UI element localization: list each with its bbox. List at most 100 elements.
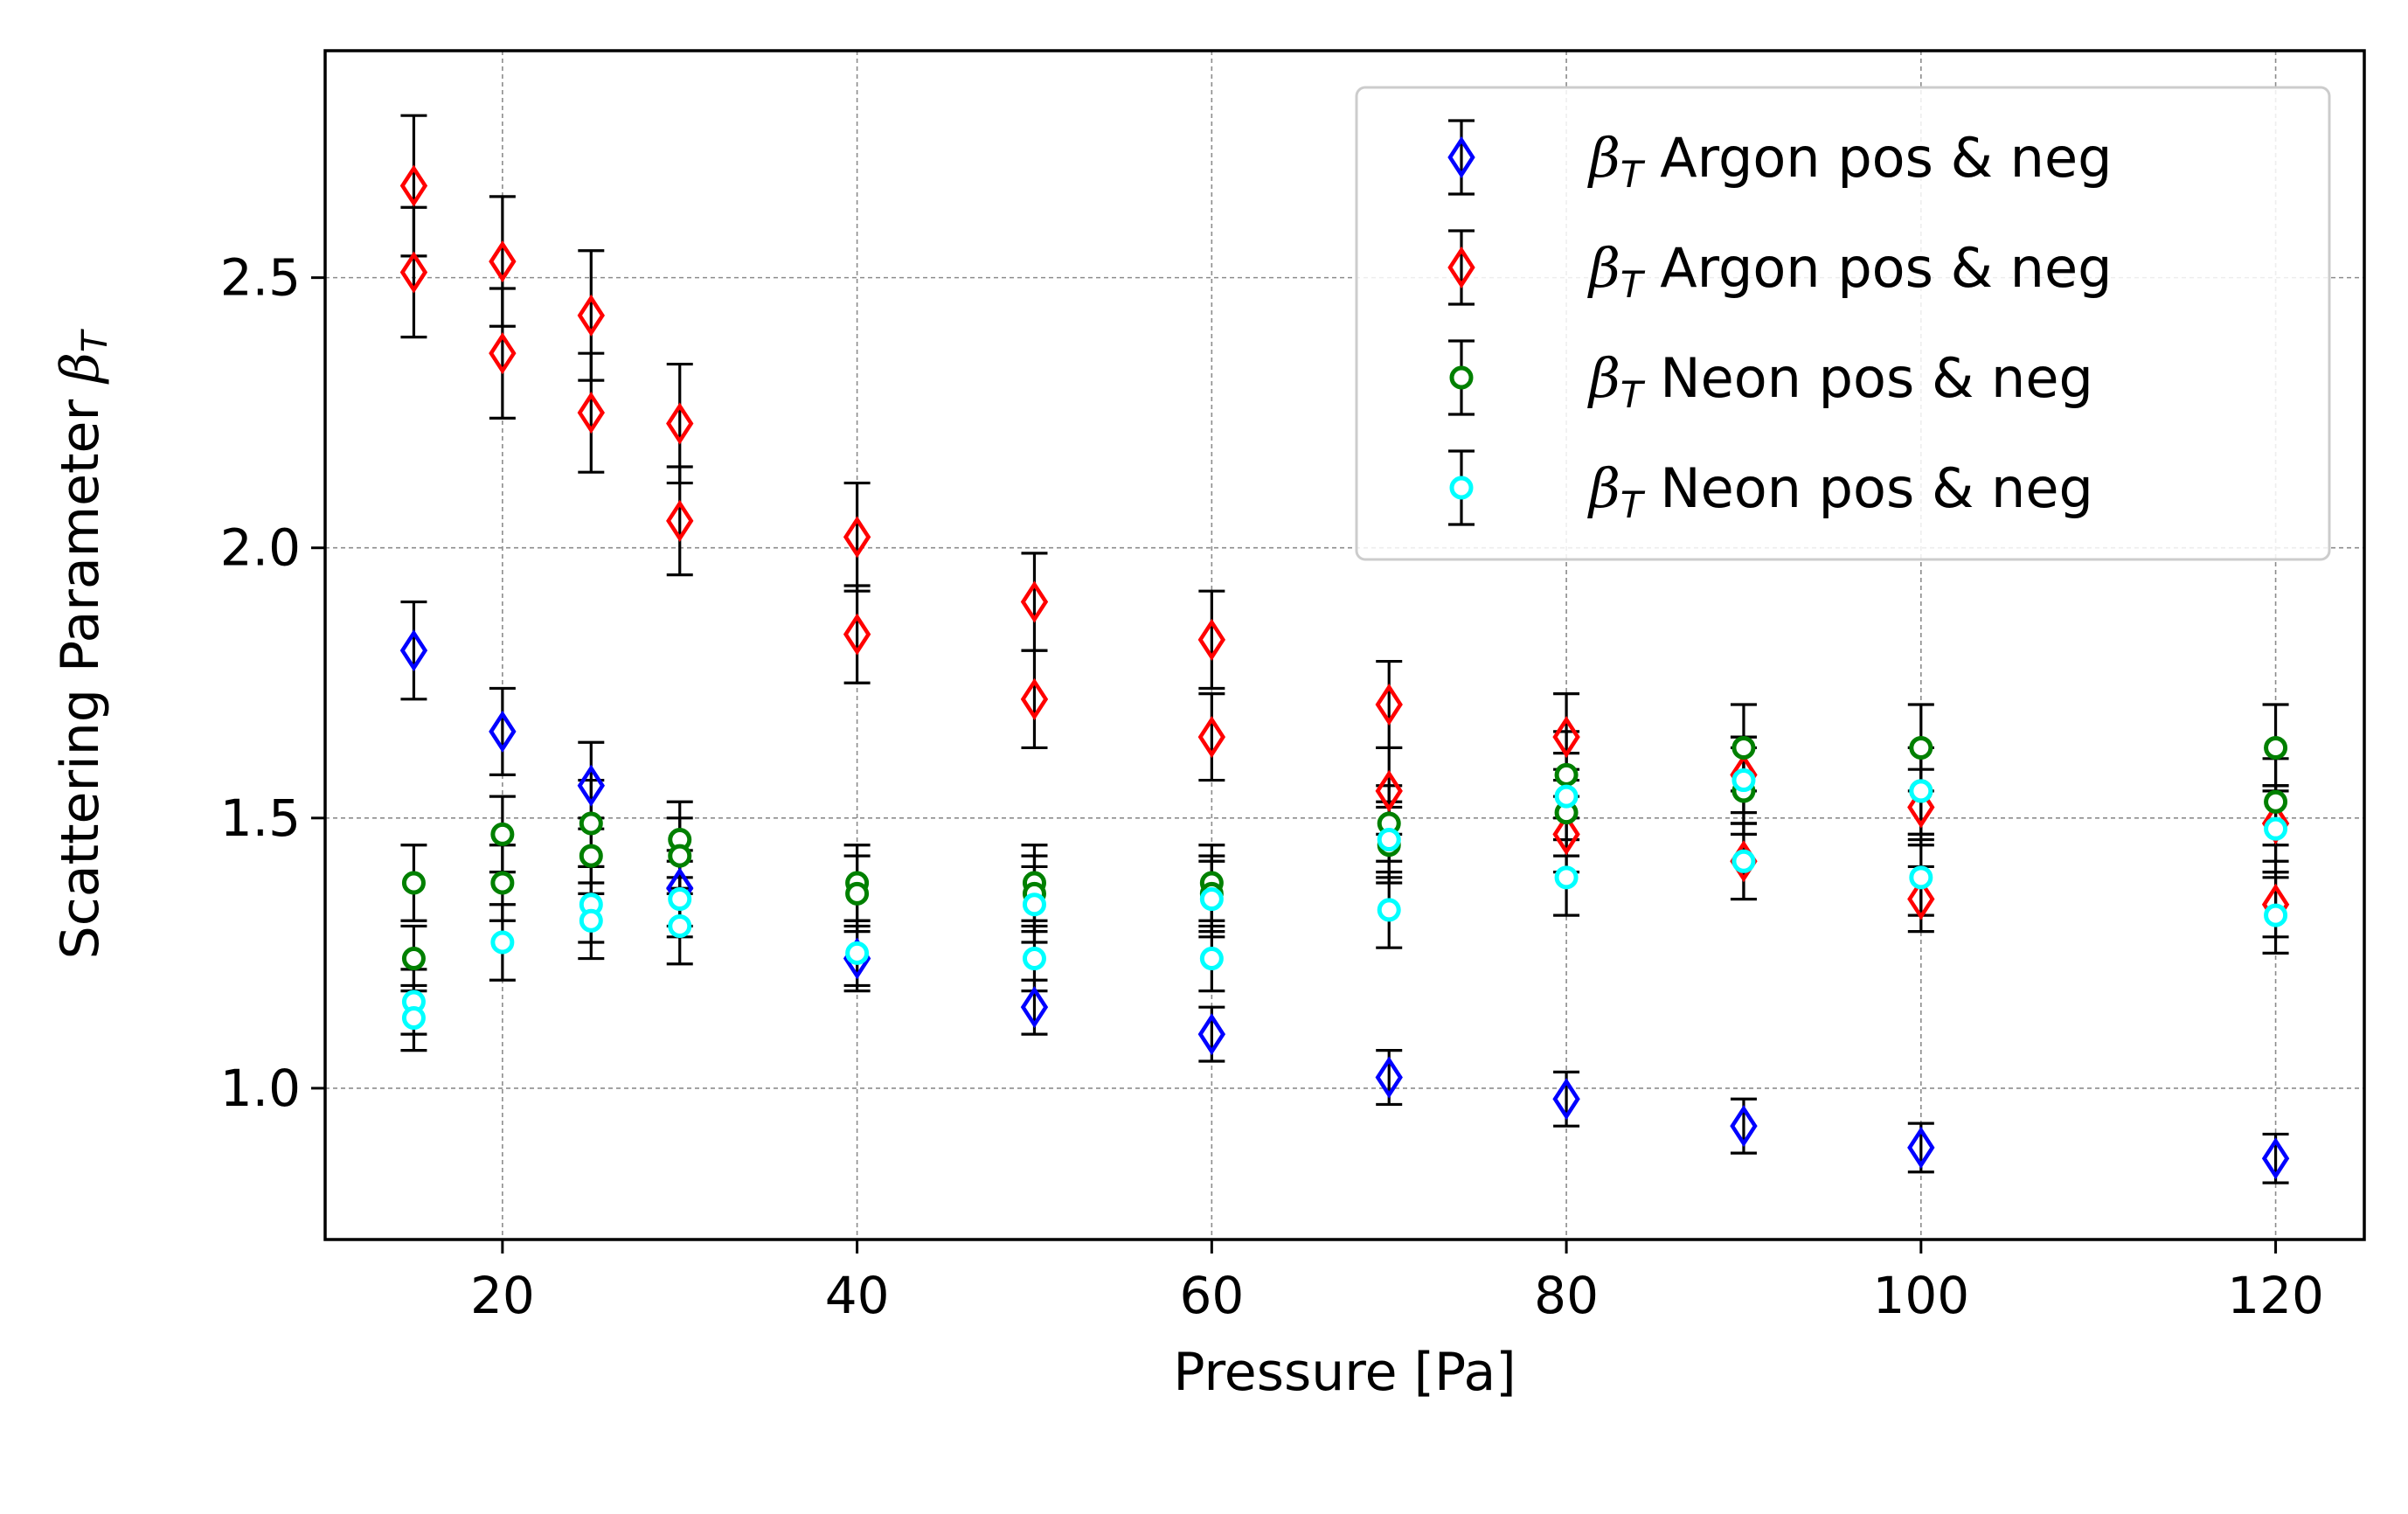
data-point [1730, 1105, 1758, 1148]
data-point [579, 908, 603, 933]
legend-label: βT Argon pos & neg [1587, 236, 2112, 306]
data-point [1197, 715, 1226, 759]
legend-label: βT Neon pos & neg [1587, 346, 2093, 416]
data-point [843, 613, 871, 656]
y-axis-label-sub: T [75, 328, 115, 352]
legend-label-sub: T [1620, 483, 1646, 526]
data-point [668, 844, 692, 868]
legend-label-text: Argon pos & neg [1643, 236, 2113, 300]
data-point [1375, 769, 1403, 813]
error-bar [1198, 692, 1225, 782]
data-point [666, 402, 694, 445]
legend-error-bar [1448, 229, 1475, 306]
data-point [579, 844, 603, 868]
error-bar [489, 287, 516, 420]
data-point [1554, 865, 1579, 890]
data-point [668, 913, 692, 938]
data-point [1554, 762, 1579, 787]
x-tick-label: 100 [1872, 1266, 1969, 1325]
y-tick-label: 1.0 [220, 1059, 301, 1118]
data-point [577, 392, 605, 434]
data-point [401, 1006, 426, 1031]
data-point [1197, 1012, 1226, 1056]
error-bar [843, 584, 871, 684]
data-point [1909, 779, 1933, 803]
y-tick-label: 2.5 [220, 248, 301, 308]
error-bar [400, 205, 427, 339]
data-point [2264, 735, 2288, 760]
y-axis-label-text: Scattering Parameter [50, 383, 111, 960]
data-point [1377, 898, 1401, 922]
data-point [1907, 786, 1935, 829]
data-point [489, 710, 517, 754]
legend-label: βT Neon pos & neg [1587, 456, 2093, 526]
data-point [490, 871, 515, 895]
legend-label: βT Argon pos & neg [1587, 126, 2112, 196]
legend-label-sub: T [1620, 153, 1646, 196]
data-point [399, 164, 428, 207]
x-axis-label: Pressure [Pa] [1173, 1342, 1516, 1403]
data-point [1020, 580, 1049, 623]
x-tick-label: 40 [825, 1266, 890, 1325]
legend-label-symbol: β [1587, 126, 1620, 190]
data-point [666, 499, 694, 542]
data-point [845, 941, 870, 965]
data-point [668, 887, 692, 912]
x-tick-label: 80 [1534, 1266, 1599, 1325]
x-tick-label: 20 [470, 1266, 535, 1325]
data-point [490, 822, 515, 846]
legend-marker [1447, 135, 1475, 179]
data-point [1022, 947, 1046, 971]
data-point [1199, 887, 1224, 912]
data-point [1731, 768, 1756, 793]
data-point [1731, 735, 1756, 760]
legend-label-text: Neon pos & neg [1643, 346, 2093, 410]
legend-box [1355, 86, 2331, 561]
error-bar [400, 600, 427, 701]
legend-label-symbol: β [1587, 346, 1620, 410]
data-point [1909, 865, 1933, 890]
y-axis-ticks: 1.0 1.5 2.0 2.5 [220, 248, 325, 1118]
data-point [489, 240, 517, 283]
x-tick-label: 60 [1179, 1266, 1244, 1325]
data-point [1909, 735, 1933, 760]
data-point [577, 764, 605, 807]
data-point [1554, 784, 1579, 809]
data-point [1907, 1126, 1935, 1170]
data-point [401, 947, 426, 971]
y-tick-label: 2.0 [220, 518, 301, 578]
data-point [490, 930, 515, 955]
data-point [1375, 1056, 1403, 1099]
legend-label-sub: T [1620, 373, 1646, 416]
x-tick-label: 120 [2227, 1266, 2324, 1325]
y-tick-label: 1.5 [220, 788, 301, 848]
data-point [1199, 947, 1224, 971]
data-point [399, 629, 428, 672]
y-axis-label: Scattering Parameter βT [50, 328, 115, 959]
y-axis-label-symbol: β [50, 352, 111, 385]
data-point [1377, 828, 1401, 852]
data-point [1022, 892, 1046, 917]
data-point [1731, 849, 1756, 873]
data-point [2264, 816, 2288, 841]
data-point [2264, 789, 2288, 814]
data-point [1020, 677, 1049, 720]
legend-marker [1449, 365, 1474, 390]
data-point [1552, 1078, 1580, 1121]
data-point [401, 871, 426, 895]
data-point [1197, 618, 1226, 661]
data-markers [399, 164, 2290, 1180]
legend-marker [1449, 476, 1474, 500]
error-bar [666, 465, 693, 577]
data-point [579, 811, 603, 836]
data-point [1375, 683, 1403, 726]
data-point [2261, 802, 2290, 845]
data-point [2261, 1137, 2290, 1180]
error-bar [1198, 589, 1225, 691]
error-bar [489, 686, 516, 776]
data-point [2264, 903, 2288, 927]
error-bar [578, 351, 605, 474]
legend-label-text: Argon pos & neg [1643, 126, 2113, 190]
